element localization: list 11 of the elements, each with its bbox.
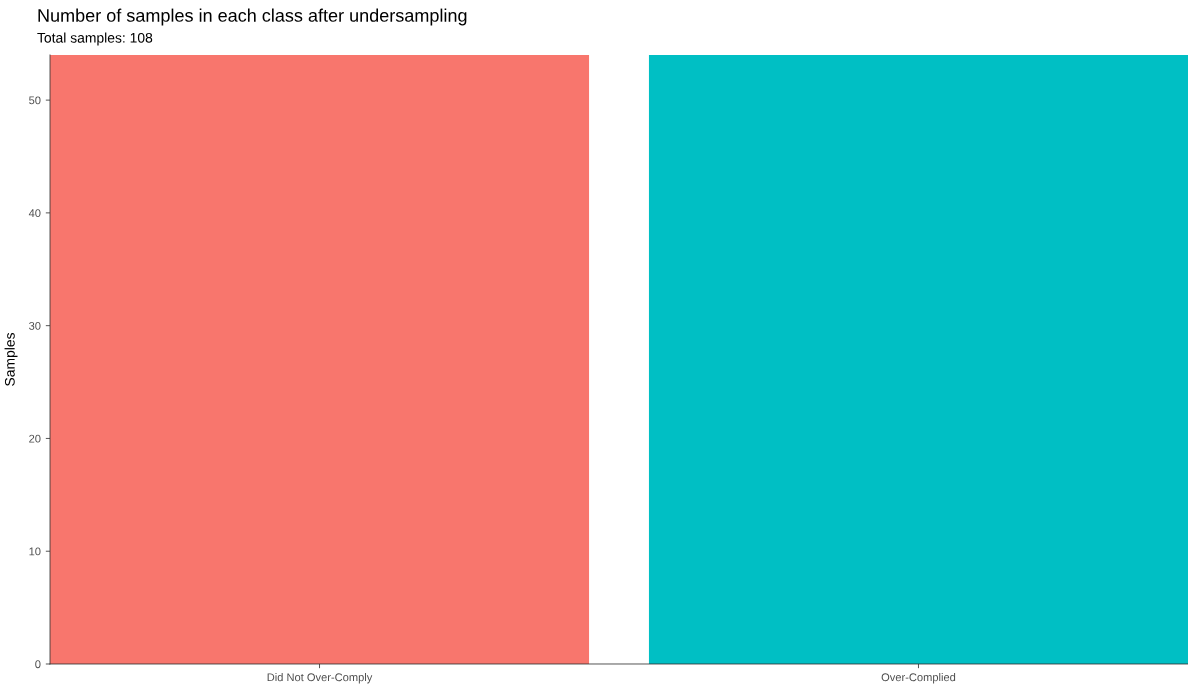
y-tick-label: 40 — [28, 209, 41, 218]
y-tick-label: 0 — [35, 660, 41, 669]
y-tick-label: 50 — [29, 96, 41, 105]
x-tick-label: Did Not Over-Comply — [267, 673, 373, 684]
x-tick-label: Over-Complied — [881, 673, 956, 684]
y-axis-title: Samples — [4, 332, 18, 386]
y-tick-label: 10 — [29, 547, 41, 556]
y-tick-label: 30 — [29, 321, 41, 330]
y-tick-label: 20 — [29, 434, 41, 443]
chart-title: Number of samples in each class after undersampling — [38, 8, 467, 26]
chart-subtitle: Total samples: 108 — [37, 32, 153, 46]
